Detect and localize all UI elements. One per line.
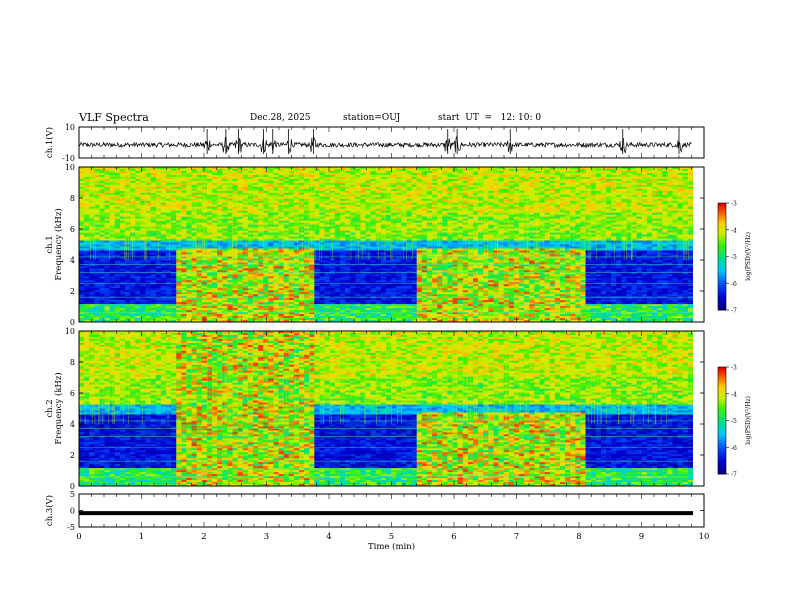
- xtick-label: 1: [139, 532, 144, 542]
- spectrogram-ch1: [79, 167, 704, 322]
- xtick-label: 4: [326, 532, 331, 542]
- ch2-spec-ylabel: Frequency (kHz): [53, 372, 64, 444]
- ch2-spec-ytick: 6: [70, 389, 75, 398]
- ch2-colorbar: -3 -4 -5 -6 -7 log(PSD)(V²/Hz): [718, 365, 752, 479]
- colorbar-tick: -3: [731, 201, 737, 208]
- colorbar-tick: -6: [731, 281, 737, 288]
- xtick-label: 2: [201, 532, 206, 542]
- ch2-spec-ytick: 8: [70, 358, 75, 367]
- ch1-spec-ytick: 8: [70, 194, 75, 203]
- colorbar-tick: -5: [731, 418, 737, 425]
- ch1-spec-ytick: 6: [70, 225, 75, 234]
- ch2-spec-ytick: 4: [70, 420, 75, 429]
- ch1-spec-ylabel: Frequency (kHz): [53, 208, 64, 280]
- ch1-spec-ytick: 4: [70, 256, 75, 265]
- xtick-label: 8: [576, 532, 581, 542]
- xtick-label: 5: [389, 532, 394, 542]
- ch3-wave-ytick: -5: [67, 523, 75, 532]
- waveform-ch1: [79, 129, 692, 154]
- xtick-label: 6: [451, 532, 456, 542]
- ch1-wave-ylabel: ch.1(V): [44, 127, 55, 158]
- ch1-wave-ytick: -10: [62, 154, 75, 163]
- spectrogram-ch2: [79, 331, 704, 486]
- xtick-label: 9: [639, 532, 644, 542]
- xtick-label: 7: [514, 532, 519, 542]
- ch2-spec-ytick: 2: [70, 451, 75, 460]
- ch1-colorbar: -3 -4 -5 -6 -7 log(PSD)(V²/Hz): [718, 201, 752, 315]
- ch3-wave-ylabel: ch.3(V): [44, 495, 55, 526]
- colorbar-label: log(PSD)(V²/Hz): [745, 396, 752, 445]
- figure-svg: 10-100246810024681050-5ch.1(V)ch.1 Freque…: [0, 0, 792, 612]
- ch2-spec-ytick: 10: [65, 327, 75, 336]
- ch1-spec-ytick: 0: [70, 318, 75, 327]
- ch1-wave-ytick: 10: [65, 123, 75, 132]
- colorbar-tick: -4: [731, 227, 737, 234]
- ch3-wave-ytick: 5: [70, 490, 75, 499]
- colorbar-tick: -3: [731, 365, 737, 372]
- xaxis-label: Time (min): [368, 541, 415, 552]
- colorbar-tick: -5: [731, 254, 737, 261]
- colorbar-tick: -6: [731, 445, 737, 452]
- colorbar-label: log(PSD)(V²/Hz): [745, 232, 752, 281]
- ch1-spec-ytick: 10: [65, 163, 75, 172]
- xtick-label: 3: [264, 532, 269, 542]
- xtick-label: 0: [76, 532, 81, 542]
- ch1-spec-ytick: 2: [70, 287, 75, 296]
- colorbar-tick: -7: [731, 308, 737, 315]
- colorbar-tick: -7: [731, 472, 737, 479]
- xtick-label: 10: [699, 532, 710, 542]
- ch3-wave-ytick: 0: [70, 507, 75, 516]
- figure: VLF Spectra Dec.28, 2025 station=OUJ sta…: [0, 0, 792, 612]
- colorbar-tick: -4: [731, 391, 737, 398]
